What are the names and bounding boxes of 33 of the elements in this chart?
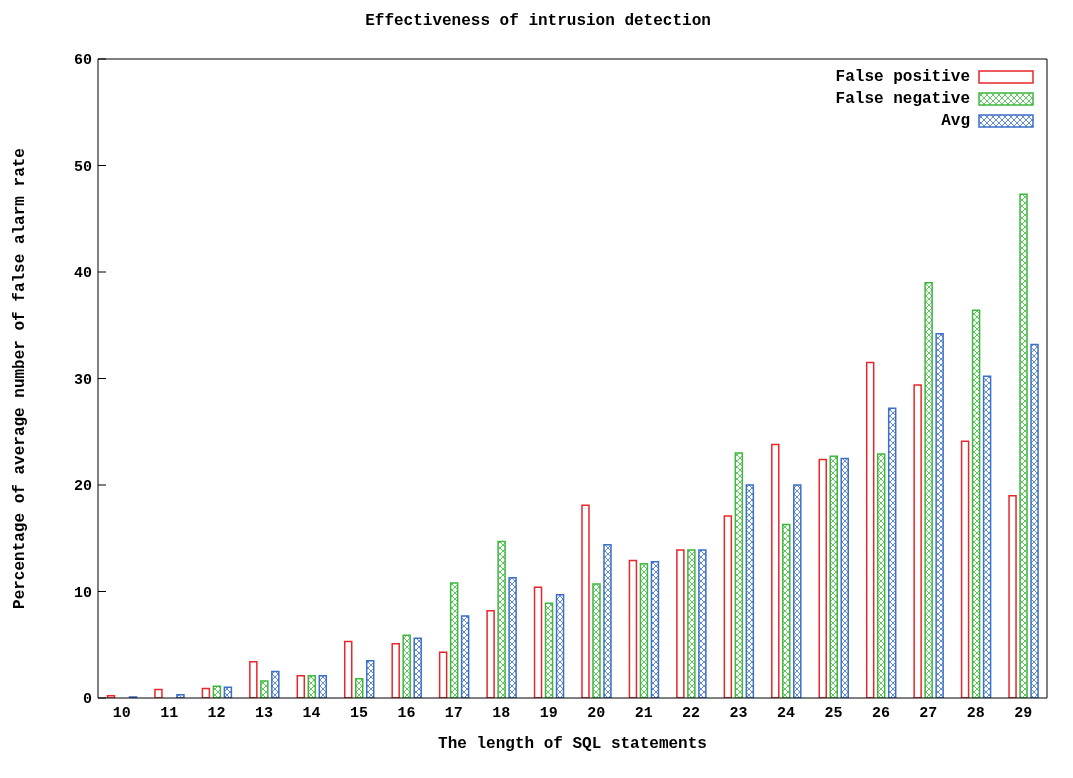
chart-title: Effectiveness of intrusion detection: [364, 11, 712, 32]
legend-label: Avg: [941, 112, 970, 130]
x-tick-label: 12: [207, 704, 226, 722]
x-tick-label: 13: [255, 704, 274, 722]
x-tick-label: 24: [777, 704, 796, 722]
x-tick-label: 22: [682, 704, 701, 722]
y-tick-label: 30: [73, 371, 92, 389]
x-tick-label: 27: [919, 704, 938, 722]
x-tick-label: 10: [112, 704, 131, 722]
x-tick-label: 16: [397, 704, 416, 722]
y-tick-label: 20: [73, 478, 92, 496]
x-tick-label: 29: [1014, 704, 1033, 722]
x-tick-label: 17: [444, 704, 463, 722]
x-tick-label: 25: [824, 704, 843, 722]
y-tick-label: 0: [82, 691, 92, 709]
legend-label: False negative: [835, 90, 970, 108]
legend-label: False positive: [835, 68, 970, 86]
y-tick-label: 60: [73, 52, 92, 70]
x-tick-label: 28: [966, 704, 985, 722]
x-tick-label: 15: [349, 704, 368, 722]
x-tick-label: 19: [539, 704, 558, 722]
x-tick-label: 23: [729, 704, 748, 722]
x-tick-label: 11: [160, 704, 179, 722]
x-tick-label: 21: [634, 704, 653, 722]
x-tick-label: 14: [302, 704, 321, 722]
x-tick-label: 20: [587, 704, 606, 722]
y-tick-label: 40: [73, 265, 92, 283]
x-tick-label: 26: [871, 704, 890, 722]
x-axis-title: The length of SQL statements: [438, 735, 707, 753]
y-tick-label: 10: [73, 584, 92, 602]
y-tick-label: 50: [73, 158, 92, 176]
x-tick-label: 18: [492, 704, 511, 722]
y-axis-title: Percentage of average number of false alarm rate: [10, 148, 29, 609]
